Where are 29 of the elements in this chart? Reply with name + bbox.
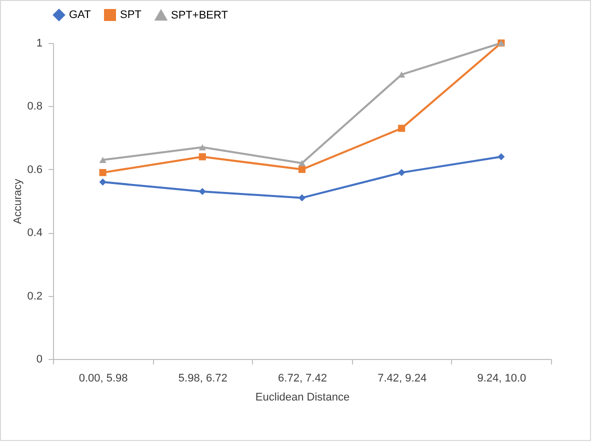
point [298,160,306,166]
point [198,153,206,160]
x-tick-label: 5.98, 6.72 [178,372,228,384]
x-axis-title: Euclidean Distance [255,392,350,404]
y-tick-label: 0.4 [27,227,42,240]
point [298,166,306,173]
point [298,194,306,202]
point [198,188,206,196]
x-tick-label: 7.42, 9.24 [378,372,427,384]
legend-label: GAT [69,9,92,21]
y-tick-label: 0.6 [27,164,42,176]
y-tick-label: 0.8 [27,100,42,113]
legend-label: SPT [120,9,142,21]
point [99,178,106,186]
y-tick-label: 0 [36,354,42,366]
point [99,156,106,163]
x-tick-label: 6.72, 7.42 [278,372,327,384]
y-tick-label: 0.2 [27,290,42,302]
point [498,153,505,160]
point [398,169,406,176]
point [99,169,106,176]
y-axis-title: Accuracy [12,178,24,224]
point [398,124,406,132]
y-tick-label: 1 [36,38,42,50]
point [398,72,406,78]
x-tick-label: 9.24, 10.0 [477,372,526,384]
point [198,144,206,150]
x-tick-label: 0.00, 5.98 [78,372,128,384]
legend-label: SPT+BERT [171,9,228,22]
